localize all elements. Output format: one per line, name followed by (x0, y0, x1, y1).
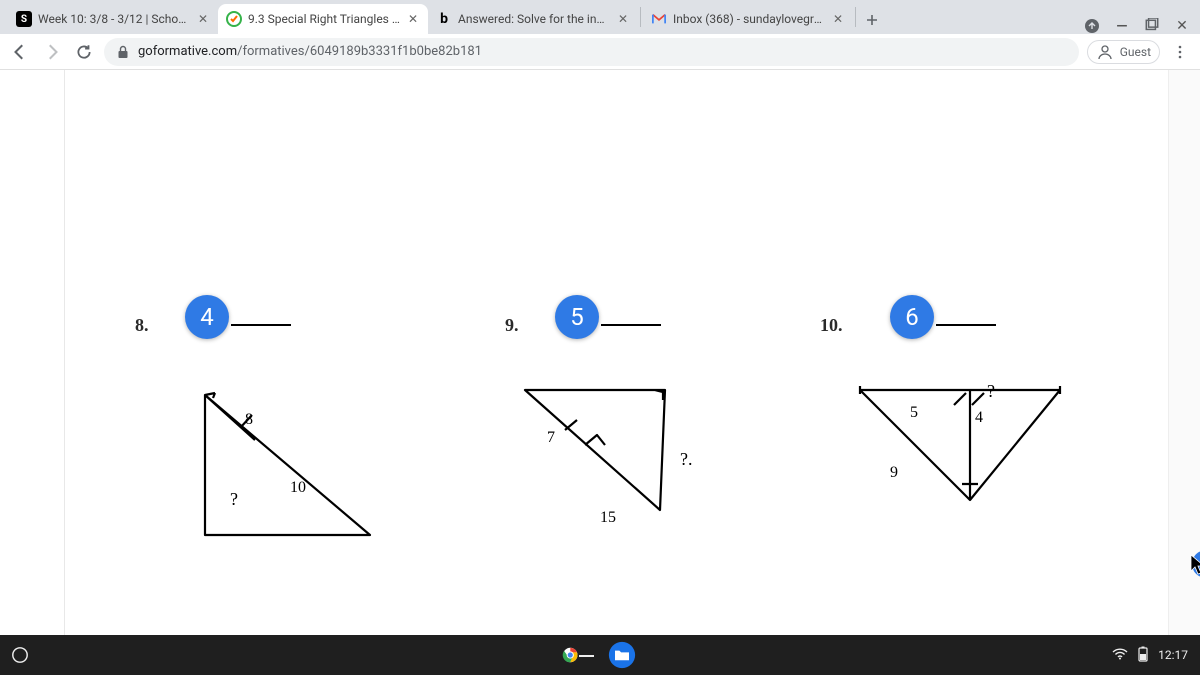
schoology-icon: S (16, 11, 32, 27)
diagram-label: 8 (245, 412, 253, 428)
menu-button[interactable] (1168, 40, 1192, 64)
guest-label: Guest (1120, 45, 1151, 59)
question-badge[interactable]: 5 (555, 295, 599, 339)
wifi-icon (1112, 648, 1128, 663)
diagram-label: 4 (975, 410, 983, 426)
diagram-label: 7 (547, 430, 555, 446)
gmail-icon (651, 11, 667, 27)
tab-label: 9.3 Special Right Triangles WS (248, 12, 400, 26)
diagram-label: ? (987, 382, 995, 400)
close-icon[interactable]: ✕ (406, 12, 420, 26)
problem-number: 8. (135, 316, 149, 334)
blank-underline (936, 324, 996, 326)
back-button[interactable] (8, 40, 32, 64)
chrome-icon[interactable] (562, 639, 594, 671)
left-gutter (0, 70, 65, 635)
url-text: goformative.com/formatives/6049189b3331f… (138, 44, 482, 59)
forward-button[interactable] (40, 40, 64, 64)
problem-number: 9. (505, 316, 519, 334)
diagram-label: 15 (600, 510, 616, 526)
question-badge[interactable]: 6 (890, 295, 934, 339)
maximize-icon[interactable] (1144, 18, 1160, 34)
lock-icon (116, 45, 130, 59)
tab-bartleby[interactable]: b Answered: Solve for the indicate ✕ (428, 4, 638, 34)
shelf: 12:17 (0, 635, 1200, 675)
diagram-label: ?. (680, 450, 693, 468)
tab-label: Inbox (368) - sundaylovegreen@ (673, 12, 825, 26)
formative-icon (226, 11, 242, 27)
close-window-icon[interactable]: ✕ (1174, 18, 1190, 34)
share-icon[interactable] (1084, 18, 1100, 34)
shelf-apps (562, 639, 638, 671)
window-controls: – ✕ (1084, 18, 1200, 34)
close-icon[interactable]: ✕ (196, 12, 210, 26)
diagram-label: 9 (890, 465, 898, 481)
diagram-label: ? (230, 490, 238, 508)
browser-tab-strip: S Week 10: 3/8 - 3/12 | Schoology ✕ 9.3 … (0, 0, 1200, 34)
tab-formative[interactable]: 9.3 Special Right Triangles WS ✕ (218, 4, 428, 34)
tab-schoology[interactable]: S Week 10: 3/8 - 3/12 | Schoology ✕ (8, 4, 218, 34)
clock: 12:17 (1158, 648, 1188, 662)
worksheet-canvas: 8. 4 8 10? 9. 5 7 15?. 10. 6 5 4? 9 (65, 70, 1168, 635)
system-tray[interactable]: 12:17 (1112, 646, 1200, 665)
close-icon[interactable]: ✕ (616, 12, 630, 26)
triangle-diagram (135, 350, 395, 550)
diagram-label: 5 (910, 405, 918, 421)
question-badge[interactable]: 4 (185, 295, 229, 339)
page-content: 8. 4 8 10? 9. 5 7 15?. 10. 6 5 4? 9 (0, 70, 1200, 635)
files-icon[interactable] (606, 639, 638, 671)
launcher-button[interactable] (0, 635, 40, 675)
triangle-diagram (820, 350, 1080, 550)
bartleby-icon: b (436, 11, 452, 27)
new-tab-button[interactable] (858, 6, 886, 34)
problem-number: 10. (820, 316, 843, 334)
minimize-icon[interactable]: – (1114, 18, 1130, 34)
browser-toolbar: goformative.com/formatives/6049189b3331f… (0, 34, 1200, 70)
tab-separator (855, 7, 856, 27)
avatar-icon (1096, 43, 1114, 61)
diagram-label: 10 (290, 480, 306, 496)
tab-label: Week 10: 3/8 - 3/12 | Schoology (38, 12, 190, 26)
triangle-diagram (505, 350, 765, 550)
tab-separator (640, 7, 641, 27)
address-bar[interactable]: goformative.com/formatives/6049189b3331f… (104, 38, 1079, 66)
close-icon[interactable]: ✕ (831, 12, 845, 26)
tab-label: Answered: Solve for the indicate (458, 12, 610, 26)
blank-underline (601, 324, 661, 326)
guest-profile-button[interactable]: Guest (1087, 40, 1160, 64)
battery-icon (1138, 646, 1148, 665)
reload-button[interactable] (72, 40, 96, 64)
blank-underline (231, 324, 291, 326)
cursor-icon (1190, 554, 1200, 576)
tab-gmail[interactable]: Inbox (368) - sundaylovegreen@ ✕ (643, 4, 853, 34)
scrollbar-gutter[interactable] (1168, 70, 1200, 635)
